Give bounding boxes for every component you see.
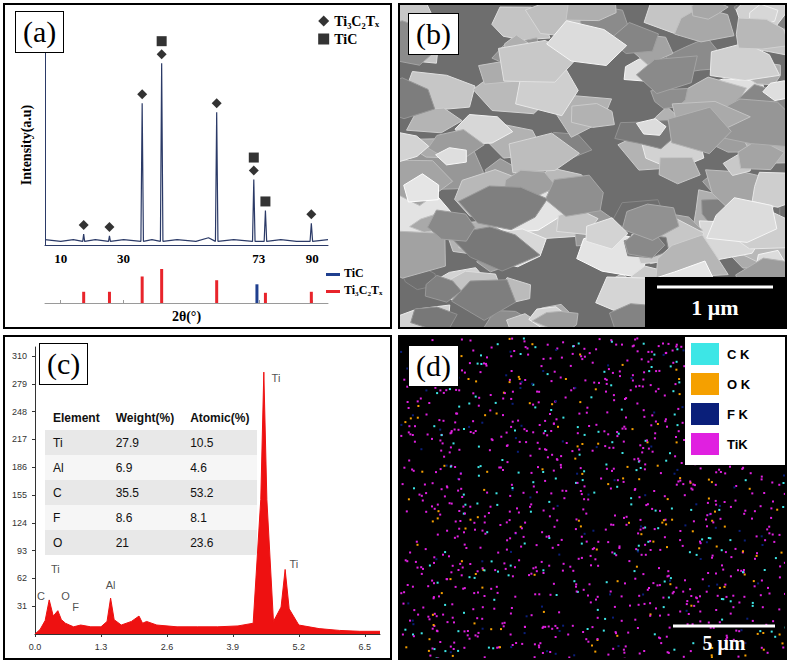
html-text:8.6: 8.6 — [115, 510, 133, 525]
svg-text:O K: O K — [727, 377, 751, 392]
svg-text:Ti: Ti — [272, 372, 281, 384]
svg-text:93: 93 — [17, 546, 27, 556]
html-text:Element: Element — [53, 410, 100, 425]
svg-text:Ti₃C₂Tₓ: Ti₃C₂Tₓ — [334, 14, 380, 29]
svg-text:1 μm: 1 μm — [691, 295, 738, 320]
html-text:(b): (b) — [416, 17, 451, 50]
svg-text:Al: Al — [106, 579, 116, 591]
svg-text:31: 31 — [17, 601, 27, 611]
svg-text:TiC: TiC — [334, 32, 357, 47]
html-text:4.6: 4.6 — [190, 460, 207, 475]
html-text:Ti: Ti — [53, 435, 63, 450]
html-text:F: F — [53, 510, 61, 525]
svg-text:90: 90 — [306, 251, 319, 266]
html-text:(d): (d) — [416, 349, 451, 382]
html-text:35.5: 35.5 — [115, 485, 139, 500]
svg-text:73: 73 — [252, 251, 266, 266]
svg-text:155: 155 — [12, 490, 27, 500]
svg-text:1.3: 1.3 — [95, 642, 108, 652]
svg-text:2θ(°): 2θ(°) — [172, 309, 202, 325]
svg-text:0.0: 0.0 — [29, 642, 42, 652]
svg-text:124: 124 — [12, 518, 27, 528]
svg-text:3.9: 3.9 — [227, 642, 240, 652]
html-text:27.9: 27.9 — [115, 435, 139, 450]
html-text:21: 21 — [115, 535, 129, 550]
svg-text:Intensity(a.u): Intensity(a.u) — [19, 104, 35, 185]
svg-text:Ti: Ti — [51, 563, 60, 575]
svg-text:186: 186 — [12, 462, 27, 472]
html-text:C: C — [53, 485, 62, 500]
html-text:10.5: 10.5 — [190, 435, 214, 450]
html-text:Atomic(%): Atomic(%) — [190, 410, 250, 425]
html-text:8.1: 8.1 — [190, 510, 207, 525]
html-text:(c): (c) — [47, 347, 81, 380]
svg-text:5.2: 5.2 — [293, 642, 306, 652]
svg-text:TiK: TiK — [727, 437, 748, 452]
svg-text:62: 62 — [17, 573, 27, 583]
svg-text:F K: F K — [727, 407, 749, 422]
html-text:(a): (a) — [23, 15, 57, 48]
svg-text:217: 217 — [12, 434, 27, 444]
svg-text:TiC: TiC — [344, 266, 364, 280]
svg-text:6.5: 6.5 — [359, 642, 372, 652]
html-text:O: O — [53, 535, 63, 550]
svg-text:F: F — [72, 601, 79, 613]
svg-text:30: 30 — [117, 251, 130, 266]
html-text:Al: Al — [53, 460, 64, 475]
svg-text:O: O — [61, 590, 70, 602]
svg-text:10: 10 — [54, 251, 67, 266]
html-text:23.6: 23.6 — [190, 535, 214, 550]
svg-text:310: 310 — [12, 351, 27, 361]
svg-text:Ti: Ti — [289, 558, 298, 570]
svg-text:Ti₃C₂Tₓ: Ti₃C₂Tₓ — [344, 283, 383, 297]
svg-text:C K: C K — [727, 347, 750, 362]
svg-text:2.6: 2.6 — [161, 642, 174, 652]
html-text:6.9: 6.9 — [115, 460, 133, 475]
svg-text:248: 248 — [12, 407, 27, 417]
svg-text:5 μm: 5 μm — [703, 632, 746, 655]
html-text:Weight(%): Weight(%) — [115, 410, 175, 425]
html-text:53.2: 53.2 — [190, 485, 214, 500]
svg-text:279: 279 — [12, 379, 27, 389]
svg-text:C: C — [37, 590, 45, 602]
